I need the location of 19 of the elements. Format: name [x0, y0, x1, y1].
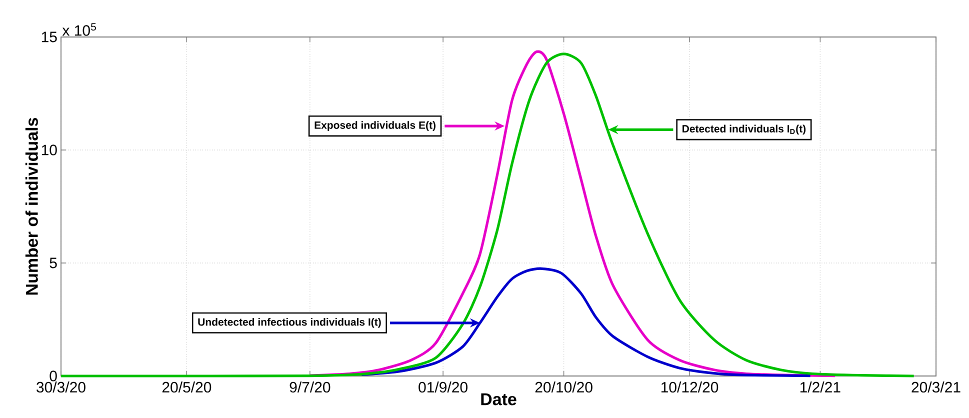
line-series [60, 52, 916, 378]
x-tick-label: 20/10/20 [535, 382, 592, 393]
x-tick-label: 9/7/20 [290, 382, 330, 393]
x-tick-label: 20/3/21 [912, 382, 960, 393]
annotation: Detected individuals I$_{D}$(t) [682, 124, 806, 135]
text: x 10$^{5}$ [62, 23, 96, 36]
y-tick-label: 0 [50, 370, 57, 382]
x-tick-label: 10/12/20 [661, 382, 718, 393]
x-tick-label: 1/2/21 [800, 382, 840, 393]
y-tick-label: 5 [50, 258, 57, 268]
annotation: Undetected infectious individuals I(t) [198, 318, 381, 328]
y-axis-title: Number of individuals [25, 118, 38, 295]
y-tick-label: 15 [42, 32, 57, 42]
y-tick-label: 10 [42, 144, 57, 156]
x-tick-label: 30/3/20 [36, 382, 86, 393]
annotation: Exposed individuals E(t) [314, 121, 436, 131]
x-tick-label: 20/5/20 [162, 382, 212, 393]
x-axis-title: Date [481, 393, 516, 406]
x-tick-label: 01/9/20 [418, 382, 468, 393]
